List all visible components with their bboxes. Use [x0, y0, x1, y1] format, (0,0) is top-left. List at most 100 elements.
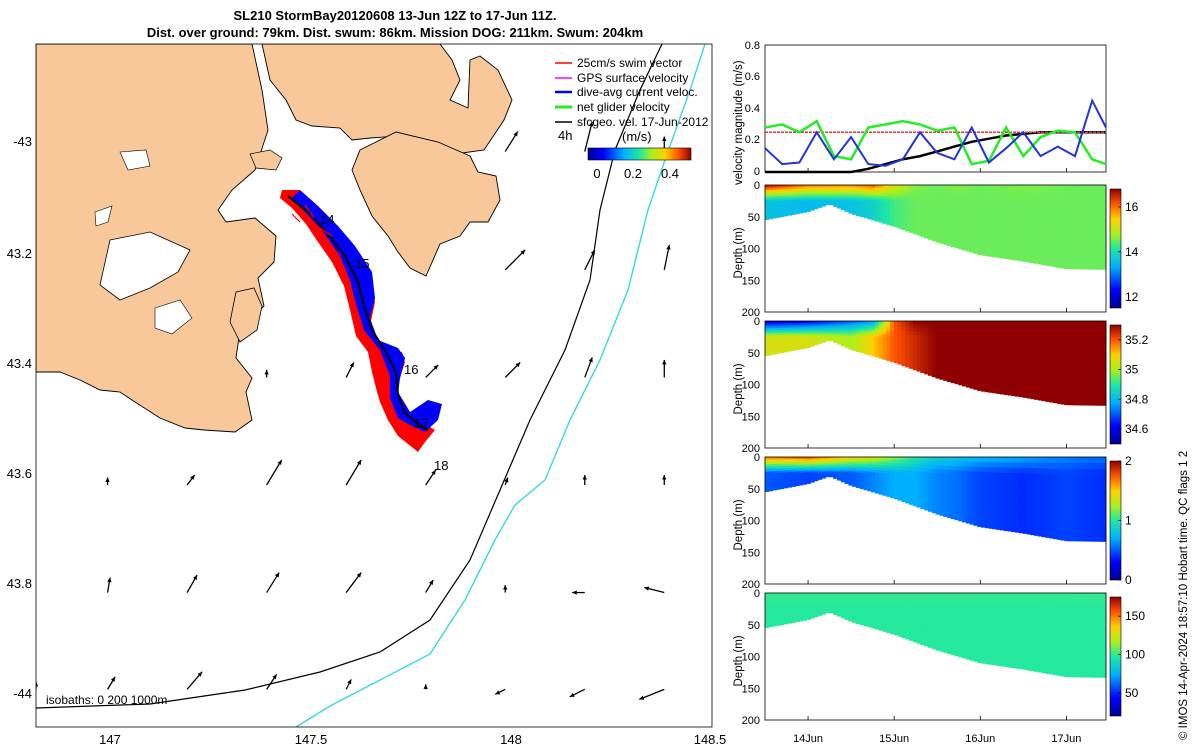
- section-cell: [799, 207, 804, 210]
- section-cell: [829, 326, 834, 329]
- section-cell: [840, 600, 845, 603]
- section-cell: [996, 372, 1001, 379]
- section-cell: [943, 609, 948, 615]
- section-cell: [1087, 203, 1092, 210]
- section-cell: [999, 655, 1005, 662]
- section-cell: [825, 462, 830, 465]
- section-cell: [999, 357, 1005, 364]
- section-cell: [791, 185, 796, 188]
- section-cell: [897, 330, 902, 334]
- section-cell: [1098, 339, 1103, 346]
- section-cell: [768, 473, 773, 477]
- section-cell: [1037, 655, 1042, 662]
- section-cell: [946, 346, 952, 352]
- section-cell: [1083, 339, 1088, 346]
- section-cell: [783, 202, 789, 206]
- section-cell: [996, 513, 1001, 520]
- section-cell: [765, 620, 770, 624]
- section-cell: [1068, 220, 1073, 228]
- section-cell: [802, 194, 808, 198]
- section-cell: [878, 185, 883, 189]
- current-vector-arrow: [662, 359, 667, 378]
- section-cell: [855, 325, 861, 328]
- section-cell: [1041, 383, 1046, 390]
- section-cell: [958, 498, 963, 504]
- section-cell: [787, 476, 792, 479]
- section-cell: [988, 603, 993, 609]
- time-label: 18: [434, 458, 448, 473]
- section-cell: [927, 503, 933, 508]
- section-cell: [836, 204, 842, 207]
- section-cell: [833, 337, 838, 340]
- section-cell: [855, 329, 861, 333]
- section-cell: [927, 507, 933, 512]
- section-cell: [992, 336, 997, 342]
- section-cell: [1079, 469, 1084, 476]
- section-cell: [1011, 489, 1016, 495]
- section-cell: [908, 337, 914, 342]
- section-cell: [893, 332, 899, 337]
- section-cell: [977, 365, 982, 372]
- section-cell: [931, 460, 936, 466]
- section-cell: [999, 205, 1005, 212]
- section-cell: [965, 349, 970, 355]
- section-cell: [977, 249, 982, 255]
- section-cell: [980, 472, 986, 478]
- section-cell: [893, 489, 899, 494]
- section-cell: [946, 342, 952, 348]
- section-cell: [776, 210, 781, 214]
- section-cell: [1022, 517, 1027, 523]
- section-cell: [791, 197, 796, 201]
- section-cell: [969, 345, 974, 351]
- section-cell: [844, 343, 849, 347]
- section-cell: [901, 352, 906, 357]
- section-cell: [1030, 626, 1035, 633]
- section-cell: [780, 611, 785, 614]
- section-cell: [1079, 475, 1084, 482]
- section-cell: [1041, 366, 1046, 373]
- section-cell: [882, 595, 887, 599]
- section-cell: [958, 479, 963, 485]
- section-cell: [802, 328, 808, 332]
- section-cell: [765, 474, 770, 478]
- section-cell: [1090, 203, 1096, 210]
- section-cell: [1052, 385, 1058, 392]
- section-cell: [791, 325, 796, 328]
- section-cell: [1041, 496, 1046, 503]
- section-cell: [935, 477, 940, 482]
- section-cell: [973, 607, 978, 613]
- section-cell: [1034, 518, 1039, 525]
- section-cell: [799, 595, 804, 598]
- section-cell: [1052, 237, 1058, 244]
- section-cell: [984, 376, 989, 383]
- section-cell: [1064, 392, 1069, 400]
- section-cell: [958, 511, 963, 517]
- section-cell: [799, 603, 804, 606]
- section-cell: [802, 602, 808, 606]
- section-cell: [886, 626, 891, 631]
- section-cell: [1102, 523, 1107, 530]
- section-cell: [859, 602, 864, 605]
- section-cell: [855, 465, 861, 469]
- section-cell: [787, 321, 792, 324]
- section-cell: [901, 488, 906, 493]
- section-cell: [1015, 254, 1020, 261]
- section-cell: [931, 364, 936, 370]
- section-cell: [908, 215, 914, 220]
- section-cell: [927, 355, 933, 361]
- section-cell: [867, 185, 872, 188]
- section-cell: [950, 237, 955, 243]
- section-cell: [977, 244, 982, 250]
- section-cell: [863, 614, 868, 617]
- section-cell: [1026, 354, 1031, 360]
- section-cell: [780, 459, 785, 462]
- section-cell: [791, 321, 796, 324]
- section-cell: [844, 336, 849, 339]
- section-cell: [969, 631, 974, 637]
- section-cell: [814, 324, 819, 327]
- section-cell: [908, 463, 914, 468]
- section-cell: [768, 614, 773, 618]
- section-cell: [1102, 535, 1107, 542]
- section-cell: [946, 508, 952, 514]
- section-cell: [821, 333, 827, 335]
